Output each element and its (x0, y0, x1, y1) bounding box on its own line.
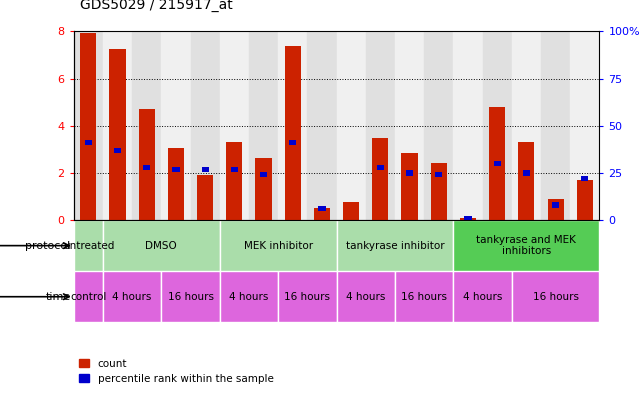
Text: 4 hours: 4 hours (229, 292, 269, 302)
Bar (453, 31, 483, 220)
Bar (512, 31, 541, 220)
Bar (260, 172, 267, 177)
Bar (103, 220, 220, 271)
Bar (226, 142, 242, 220)
Bar (372, 138, 388, 220)
Bar (197, 175, 213, 220)
Bar (138, 109, 154, 220)
Bar (512, 271, 599, 322)
Text: control: control (70, 292, 106, 302)
Bar (431, 163, 447, 220)
Bar (162, 271, 220, 322)
Bar (453, 220, 599, 271)
Bar (103, 271, 162, 322)
Bar (401, 153, 417, 220)
Bar (256, 158, 272, 220)
Bar (168, 148, 184, 220)
Text: time: time (46, 292, 71, 302)
Text: 16 hours: 16 hours (167, 292, 213, 302)
Bar (337, 31, 366, 220)
Bar (319, 206, 326, 211)
Text: untreated: untreated (63, 241, 114, 251)
Bar (377, 165, 384, 170)
Bar (278, 271, 337, 322)
Bar (519, 142, 535, 220)
Bar (172, 167, 179, 172)
Bar (307, 31, 337, 220)
Text: 16 hours: 16 hours (285, 292, 330, 302)
Text: tankyrase and MEK
inhibitors: tankyrase and MEK inhibitors (476, 235, 576, 256)
Text: 4 hours: 4 hours (112, 292, 152, 302)
Text: 16 hours: 16 hours (533, 292, 579, 302)
Bar (337, 220, 453, 271)
Bar (74, 271, 103, 322)
Bar (453, 271, 512, 322)
Bar (80, 33, 96, 220)
Bar (314, 208, 330, 220)
Bar (395, 271, 453, 322)
Bar (85, 140, 92, 145)
Text: GDS5029 / 215917_at: GDS5029 / 215917_at (80, 0, 233, 12)
Bar (132, 31, 162, 220)
Bar (190, 31, 220, 220)
Bar (74, 31, 103, 220)
Bar (231, 167, 238, 172)
Bar (395, 31, 424, 220)
Bar (547, 199, 563, 220)
Bar (285, 46, 301, 220)
Bar (220, 271, 278, 322)
Text: 16 hours: 16 hours (401, 292, 447, 302)
Bar (489, 107, 505, 220)
Bar (577, 180, 593, 220)
Bar (278, 31, 307, 220)
Bar (162, 31, 190, 220)
Bar (103, 31, 132, 220)
Bar (201, 167, 209, 172)
Bar (464, 216, 472, 221)
Bar (337, 271, 395, 322)
Bar (570, 31, 599, 220)
Bar (74, 220, 103, 271)
Bar (522, 170, 530, 176)
Bar (483, 31, 512, 220)
Text: protocol: protocol (25, 241, 71, 251)
Bar (435, 172, 442, 177)
Bar (552, 202, 559, 208)
Text: DMSO: DMSO (146, 241, 177, 251)
Text: tankyrase inhibitor: tankyrase inhibitor (345, 241, 444, 251)
Text: 4 hours: 4 hours (346, 292, 385, 302)
Bar (366, 31, 395, 220)
Bar (343, 202, 359, 220)
Bar (460, 218, 476, 220)
Bar (541, 31, 570, 220)
Bar (424, 31, 453, 220)
Bar (581, 176, 588, 181)
Bar (114, 148, 121, 153)
Bar (220, 31, 249, 220)
Bar (110, 49, 126, 220)
Legend: count, percentile rank within the sample: count, percentile rank within the sample (79, 359, 274, 384)
Bar (220, 220, 337, 271)
Bar (249, 31, 278, 220)
Bar (406, 170, 413, 176)
Text: MEK inhibitor: MEK inhibitor (244, 241, 313, 251)
Text: 4 hours: 4 hours (463, 292, 502, 302)
Bar (143, 165, 151, 170)
Bar (289, 140, 296, 145)
Bar (494, 161, 501, 166)
